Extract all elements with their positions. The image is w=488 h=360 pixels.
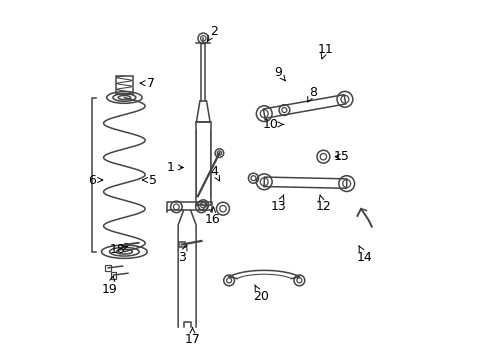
Text: 10: 10 xyxy=(262,118,283,131)
Text: 3: 3 xyxy=(178,245,186,264)
Polygon shape xyxy=(196,101,210,122)
Polygon shape xyxy=(263,95,345,118)
Bar xyxy=(195,122,210,205)
Text: 1: 1 xyxy=(167,161,183,174)
Text: 8: 8 xyxy=(307,86,316,102)
Bar xyxy=(116,76,132,94)
Text: 4: 4 xyxy=(210,165,219,181)
Text: 12: 12 xyxy=(315,195,330,213)
Text: 18: 18 xyxy=(109,243,128,256)
Text: 7: 7 xyxy=(140,77,155,90)
Text: 17: 17 xyxy=(184,328,200,346)
Polygon shape xyxy=(264,177,346,188)
Text: 20: 20 xyxy=(252,285,268,303)
Bar xyxy=(123,243,127,246)
Text: 9: 9 xyxy=(274,66,285,81)
Bar xyxy=(105,265,111,271)
Text: 5: 5 xyxy=(142,174,157,186)
Text: 6: 6 xyxy=(88,174,102,186)
Bar xyxy=(110,272,116,279)
Text: 19: 19 xyxy=(102,276,118,296)
Bar xyxy=(179,242,184,247)
Text: 11: 11 xyxy=(317,42,332,59)
Text: 13: 13 xyxy=(270,195,286,213)
Text: 15: 15 xyxy=(333,150,348,163)
Text: 16: 16 xyxy=(204,207,220,226)
Text: 14: 14 xyxy=(356,245,372,264)
Text: 2: 2 xyxy=(207,25,218,41)
